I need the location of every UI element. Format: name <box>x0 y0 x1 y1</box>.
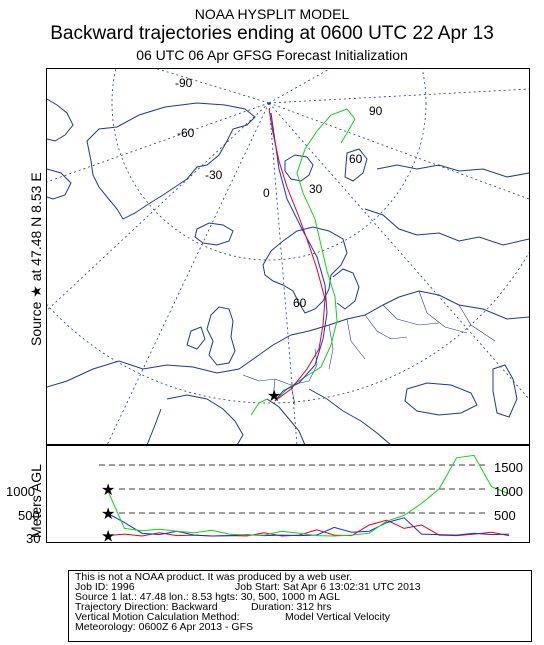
altitude-source-markers: ★ ★ ★ <box>101 480 115 542</box>
level-label-right-1000: 1000 <box>494 484 523 499</box>
border-lines <box>242 290 496 406</box>
altitude-series-1000m <box>106 454 510 537</box>
meridian-m120 <box>156 69 270 104</box>
latitude-circle-50 <box>47 251 529 404</box>
altitude-series-500m <box>106 512 510 537</box>
altitude-axis-label: Meters AGL <box>28 464 44 538</box>
meridian-m30 <box>106 102 270 445</box>
novaya-zemlya-coast <box>344 148 368 182</box>
altitude-series-30m <box>106 519 510 537</box>
europe-coast <box>47 290 529 388</box>
trajectory-title: Backward trajectories ending at 0600 UTC… <box>50 23 494 44</box>
source-star-icon-30m: ★ <box>101 527 115 542</box>
lon-label-m90: -90 <box>175 76 193 90</box>
latitude-circle-70 <box>111 69 427 261</box>
vertical-method-value: Model Vertical Velocity <box>285 611 391 623</box>
balkans-coast <box>308 388 392 445</box>
source-star-icon: ★ <box>267 388 281 405</box>
trajectory-1000m <box>250 108 356 416</box>
caspian-coast <box>492 364 518 418</box>
lon-label-m60: -60 <box>177 126 195 140</box>
trajectory-500m <box>270 112 328 402</box>
run-info-box: This is not a NOAA product. It was produ… <box>68 570 532 642</box>
borders <box>242 290 496 406</box>
initialization-subtitle: 06 UTC 06 Apr GFSG Forecast Initializati… <box>136 47 408 63</box>
map-svg: -90 -60 -30 0 30 60 90 60 ★ <box>47 69 529 445</box>
meridian-m60 <box>47 102 270 311</box>
meridian-30 <box>268 102 529 400</box>
russia-arctic-coast <box>364 164 529 246</box>
source-star-icon-1000m: ★ <box>101 480 115 499</box>
trajectory-30m <box>268 108 326 402</box>
graticule-labels: -90 -60 -30 0 30 60 90 60 <box>175 76 383 310</box>
lon-label-90: 90 <box>369 104 383 118</box>
italy-coast <box>266 398 306 445</box>
vertical-method-text: Vertical Motion Calculation Method: <box>75 611 240 623</box>
iceland-coast <box>194 222 234 246</box>
job-id-text: Job ID: 1996 <box>75 581 135 593</box>
meteorology-text: Meteorology: 0600Z 6 Apr 2013 - GFS <box>75 621 254 633</box>
lat-label-60: 60 <box>293 296 307 310</box>
meridian-m90 <box>47 102 270 183</box>
altitude-panel: ★ ★ ★ <box>46 444 530 543</box>
source-location-label: Source ★ at 47.48 N 8.53 E <box>28 172 44 346</box>
model-title: NOAA HYSPLIT MODEL <box>194 6 350 22</box>
meridian-60 <box>268 102 529 200</box>
lon-label-30: 30 <box>309 182 323 196</box>
iberia-coast <box>146 394 244 445</box>
trajectories <box>250 108 356 416</box>
direction-text: Trajectory Direction: Backward <box>75 601 218 613</box>
level-label-left-500: 500 <box>18 508 40 523</box>
level-label-left-1000: 1000 <box>6 484 35 499</box>
job-start-text: Job Start: Sat Apr 6 13:02:31 UTC 2013 <box>235 581 421 593</box>
black-sea-coast <box>404 382 478 416</box>
lon-label-0: 0 <box>263 186 270 200</box>
canada-arctic-coast <box>47 98 74 200</box>
meridian-120 <box>268 69 331 104</box>
altitude-chart: ★ ★ ★ <box>99 454 510 542</box>
level-label-left-30: 30 <box>26 531 41 546</box>
source-star-icon-500m: ★ <box>101 504 115 523</box>
coastlines <box>47 98 529 445</box>
altitude-gridlines <box>99 464 487 514</box>
level-label-right-1500: 1500 <box>494 460 523 475</box>
british-isles-coast <box>186 306 236 366</box>
level-label-right-500: 500 <box>494 508 516 523</box>
svalbard-coast <box>284 154 314 182</box>
lon-label-m30: -30 <box>205 168 223 182</box>
altitude-series <box>106 454 510 537</box>
finland-coast <box>332 268 360 310</box>
duration-text: Duration: 312 hrs <box>251 601 332 613</box>
trajectory-map: -90 -60 -30 0 30 60 90 60 ★ <box>46 68 530 446</box>
lon-label-60: 60 <box>349 152 363 166</box>
disclaimer-text: This is not a NOAA product. It was produ… <box>75 571 353 583</box>
greenland-coast <box>86 102 256 220</box>
graticule <box>47 69 529 445</box>
source-info-text: Source 1 lat.: 47.48 lon.: 8.53 hgts: 30… <box>75 591 341 603</box>
meridian-90 <box>268 88 529 104</box>
